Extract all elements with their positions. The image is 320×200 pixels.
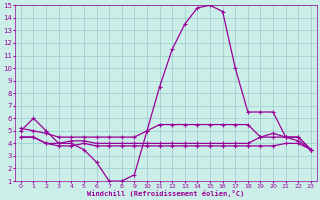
X-axis label: Windchill (Refroidissement éolien,°C): Windchill (Refroidissement éolien,°C) xyxy=(87,190,244,197)
